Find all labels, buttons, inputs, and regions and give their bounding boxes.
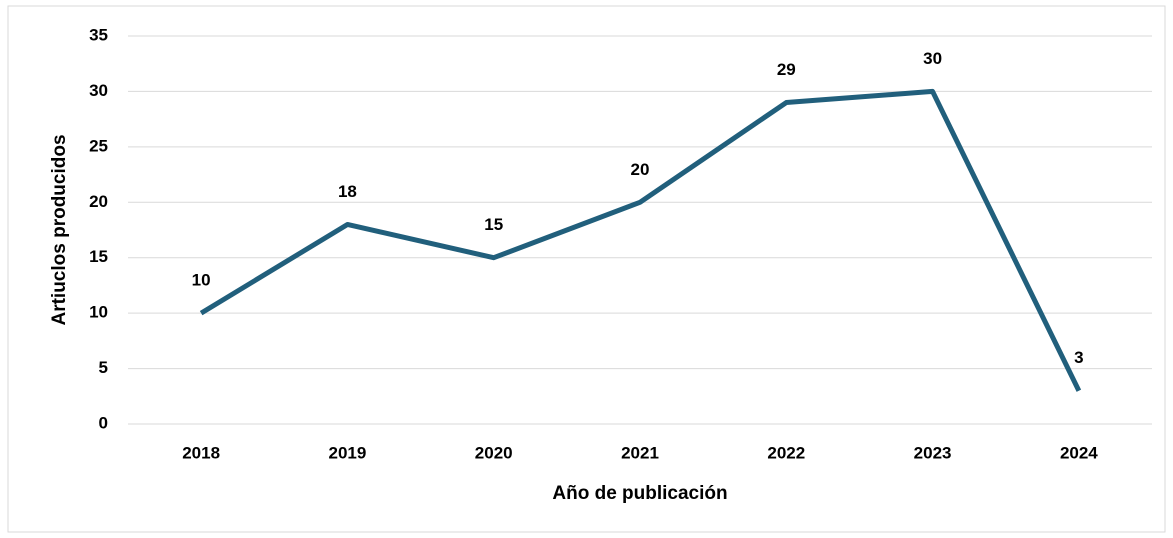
y-tick-label: 10 (89, 303, 108, 322)
x-tick-label: 2022 (767, 443, 805, 462)
y-tick-label: 5 (99, 358, 108, 377)
data-label: 18 (338, 182, 357, 201)
data-label: 3 (1074, 348, 1083, 367)
x-tick-label: 2024 (1060, 443, 1098, 462)
y-tick-label: 30 (89, 81, 108, 100)
data-label: 20 (631, 160, 650, 179)
data-label: 10 (192, 271, 211, 290)
y-tick-label: 35 (89, 25, 108, 44)
data-label: 30 (923, 49, 942, 68)
x-tick-label: 2020 (475, 443, 513, 462)
data-line (199, 88, 1082, 392)
data-label: 15 (484, 215, 503, 234)
y-tick-label: 15 (89, 247, 108, 266)
x-tick-label: 2023 (914, 443, 952, 462)
x-axis-title: Año de publicación (552, 483, 727, 504)
data-label: 29 (777, 60, 796, 79)
x-tick-label: 2018 (182, 443, 220, 462)
y-tick-label: 20 (89, 192, 108, 211)
chart-frame (7, 5, 1166, 533)
y-axis-title: Artiuclos producidos (49, 134, 70, 325)
x-tick-label: 2021 (621, 443, 659, 462)
x-tick-label: 2019 (329, 443, 367, 462)
y-tick-label: 25 (89, 136, 108, 155)
y-tick-label: 0 (99, 413, 108, 432)
